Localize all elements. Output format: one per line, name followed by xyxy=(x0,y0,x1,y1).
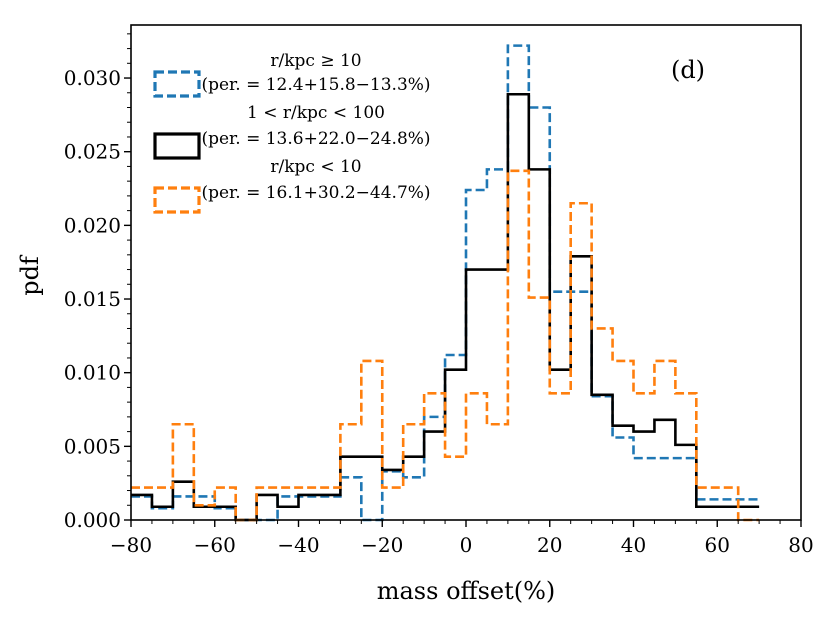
y-tick-label: 0.020 xyxy=(64,213,121,237)
x-tick-label: −20 xyxy=(361,533,403,557)
y-tick-label: 0.005 xyxy=(64,434,121,458)
legend-handle-all xyxy=(153,132,201,160)
x-tick-label: −80 xyxy=(110,533,152,557)
y-tick-label: 0.000 xyxy=(64,508,121,532)
x-tick-label: 0 xyxy=(460,533,473,557)
series-layer xyxy=(131,44,760,522)
legend: r/kpc ≥ 10 (per. = 12.4+15.8−13.3%) 1 < … xyxy=(153,51,431,214)
legend-label-all-line2: (per. = 13.6+22.0−24.8%) xyxy=(201,129,430,149)
legend-label-outer-line2: (per. = 12.4+15.8−13.3%) xyxy=(201,75,430,95)
legend-label-inner-line2: (per. = 16.1+30.2−44.7%) xyxy=(201,183,430,203)
legend-handle-inner xyxy=(153,186,201,214)
x-tick-label: −40 xyxy=(277,533,319,557)
x-tick-label: 20 xyxy=(537,533,562,557)
y-tick-label: 0.030 xyxy=(64,66,121,90)
y-tick-label: 0.010 xyxy=(64,361,121,385)
x-tick-label: 80 xyxy=(788,533,813,557)
x-tick-label: −60 xyxy=(194,533,236,557)
panel-label: (d) xyxy=(671,56,705,84)
legend-label-all-line1: 1 < r/kpc < 100 xyxy=(247,103,385,123)
legend-label-inner-line1: r/kpc < 10 xyxy=(270,157,361,177)
legend-label-outer-line1: r/kpc ≥ 10 xyxy=(270,51,361,71)
axes-layer: −80 −60 −40 −20 0 20 40 60 80 0.000 0.005 0.010 0.01… xyxy=(64,33,814,557)
x-tick-label: 60 xyxy=(705,533,730,557)
x-tick-label: 40 xyxy=(621,533,646,557)
series-all-step xyxy=(131,92,760,522)
series-inner-step xyxy=(131,169,760,522)
y-tick-label: 0.015 xyxy=(64,287,121,311)
x-axis-title: mass offset(%) xyxy=(377,577,556,605)
y-axis-title: pdf xyxy=(16,254,44,296)
legend-handle-outer xyxy=(153,70,201,98)
y-tick-label: 0.025 xyxy=(64,140,121,164)
